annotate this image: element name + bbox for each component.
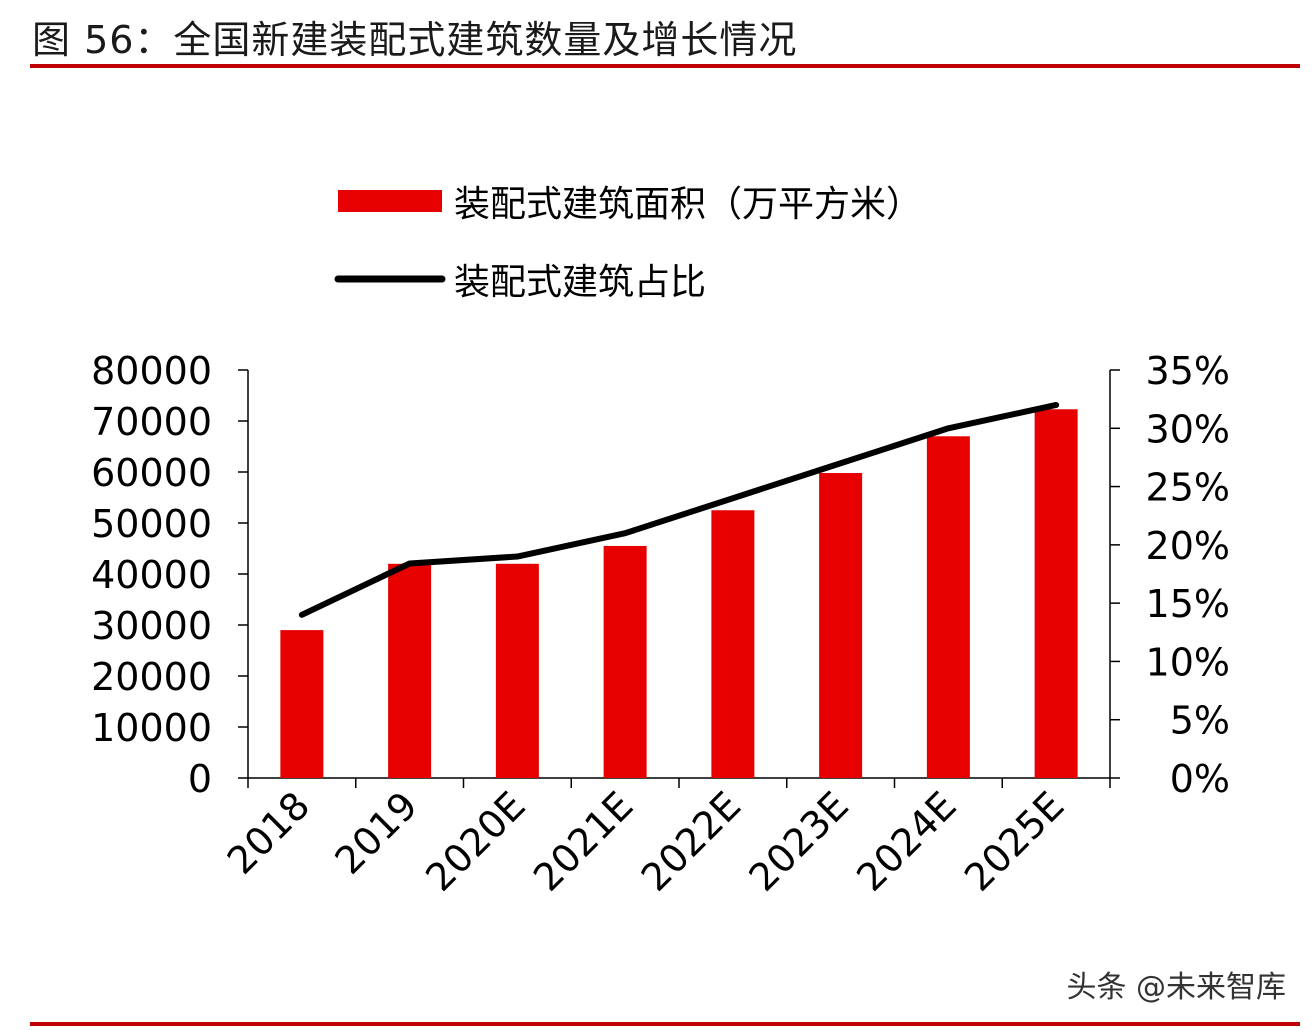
bar-2020E (495, 563, 539, 778)
right-y-tick-label: 25% (1146, 466, 1230, 510)
left-y-tick-label: 40000 (91, 553, 212, 597)
bar-2025E (1034, 409, 1078, 778)
left-y-tick-labels: 0 10000 20000 30000 40000 50000 60000 70000 8000… (91, 349, 212, 801)
left-y-tick-label: 20000 (91, 655, 212, 699)
x-tick-label: 2021E (525, 783, 641, 899)
x-tick-label: 2019 (326, 783, 426, 883)
bar-2022E (711, 510, 755, 778)
bar-2023E (819, 473, 863, 778)
right-y-tick-label: 20% (1146, 524, 1230, 568)
right-y-tick-label: 10% (1146, 640, 1230, 684)
legend: 装配式建筑面积（万平方米） 装配式建筑占比 (334, 184, 922, 303)
watermark-text: 头条 @未来智库 (1066, 970, 1286, 1005)
bar-2021E (603, 545, 647, 778)
bar-series (280, 409, 1078, 778)
x-tick-label: 2023E (741, 783, 857, 899)
left-y-tick-label: 70000 (91, 400, 212, 444)
x-tick-label: 2020E (417, 783, 533, 899)
right-y-tick-labels: 0% 5% 10% 15% 20% 25% 30% 35% (1146, 349, 1230, 801)
legend-bar-swatch (338, 190, 442, 212)
line-series (298, 401, 1060, 618)
footer-divider (30, 1022, 1300, 1026)
bar-2018 (280, 630, 324, 778)
right-y-tick-label: 5% (1170, 699, 1230, 743)
title-divider (30, 64, 1300, 68)
x-tick-label: 2018 (219, 783, 319, 883)
ratio-line-path (298, 401, 1060, 618)
legend-bar-label: 装配式建筑面积（万平方米） (454, 184, 922, 225)
right-y-tick-label: 35% (1146, 349, 1230, 393)
figure-title: 图 56：全国新建装配式建筑数量及增长情况 (32, 18, 798, 62)
bar-2024E (926, 436, 970, 778)
bar-2019 (388, 563, 432, 778)
left-y-tick-label: 80000 (91, 349, 212, 393)
right-y-tick-label: 15% (1146, 582, 1230, 626)
x-tick-label: 2022E (633, 783, 749, 899)
left-y-tick-label: 50000 (91, 502, 212, 546)
left-y-tick-label: 30000 (91, 604, 212, 648)
right-y-tick-label: 0% (1170, 757, 1230, 801)
x-tick-label: 2025E (956, 783, 1072, 899)
legend-line-label: 装配式建筑占比 (454, 262, 706, 303)
x-tick-label: 2024E (848, 783, 964, 899)
right-y-tick-label: 30% (1146, 407, 1230, 451)
left-y-tick-label: 10000 (91, 706, 212, 750)
left-y-tick-label: 60000 (91, 451, 212, 495)
left-y-tick-label: 0 (188, 757, 212, 801)
